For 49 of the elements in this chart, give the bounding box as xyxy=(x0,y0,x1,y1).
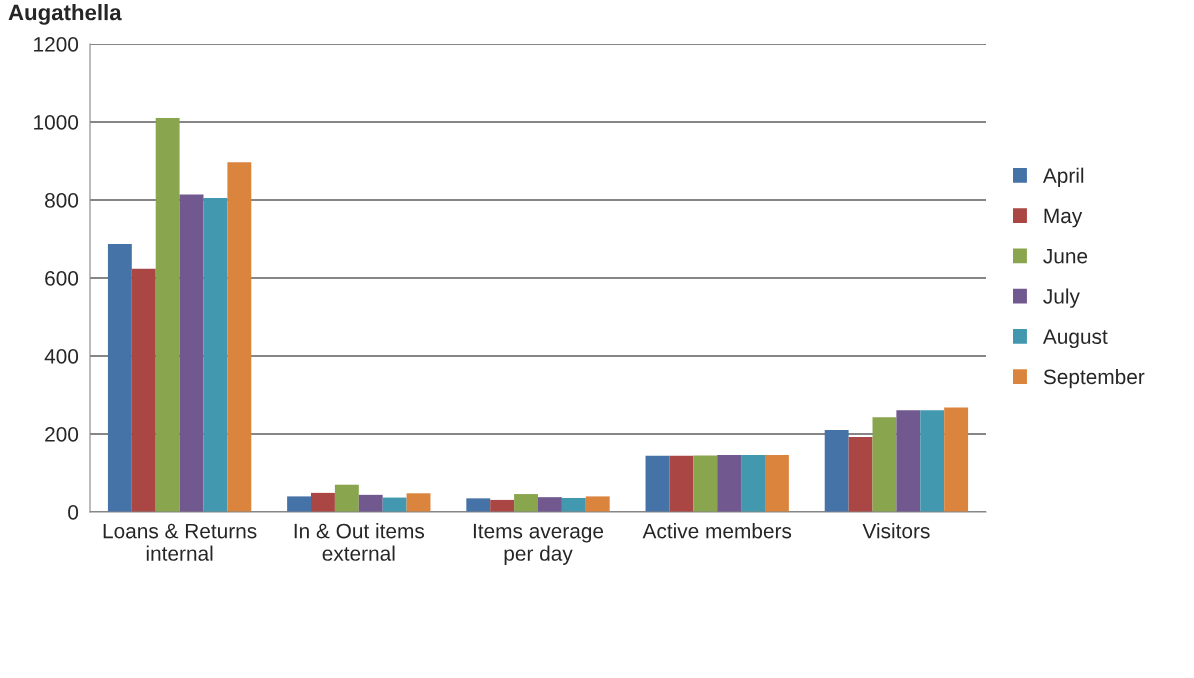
bar xyxy=(741,455,765,512)
x-tick-label: In & Out items external xyxy=(294,523,425,561)
y-tick-label: 1200 xyxy=(34,37,79,52)
bar xyxy=(131,268,156,512)
y-tick-label: 0 xyxy=(68,505,79,520)
bar xyxy=(490,499,515,512)
bar xyxy=(944,407,969,512)
y-tick-label: 1000 xyxy=(34,115,79,130)
bar xyxy=(287,496,312,512)
bar xyxy=(764,455,789,512)
bar xyxy=(693,455,718,512)
bar xyxy=(585,496,610,512)
x-tick-label: Visitors xyxy=(862,523,930,539)
bar xyxy=(227,162,252,512)
bar xyxy=(514,494,538,512)
legend-label: April xyxy=(1042,167,1084,188)
bar xyxy=(538,497,562,512)
y-tick-label: 200 xyxy=(45,427,79,442)
bar xyxy=(561,497,586,512)
bar xyxy=(155,118,180,512)
bar xyxy=(669,455,694,512)
bar xyxy=(406,493,431,512)
x-tick-label: Loans & Returns internal xyxy=(103,523,257,561)
y-tick-label: 600 xyxy=(45,271,79,286)
bar xyxy=(848,437,873,512)
bar xyxy=(920,410,945,512)
y-tick-label: 800 xyxy=(45,193,79,208)
bar xyxy=(872,417,897,512)
bar xyxy=(203,198,228,512)
x-tick-label: Items average per day xyxy=(473,523,604,565)
x-tick-label: Active members xyxy=(642,523,792,539)
bar xyxy=(896,410,921,512)
legend-label: May xyxy=(1044,208,1083,228)
bar xyxy=(466,498,491,512)
bar xyxy=(107,244,132,512)
legend-label: July xyxy=(1043,288,1080,308)
bar xyxy=(358,494,383,512)
bar xyxy=(645,455,670,512)
bar xyxy=(334,484,359,512)
legend-label: September xyxy=(1043,368,1145,389)
bar xyxy=(717,455,742,512)
legend-label: June xyxy=(1043,248,1088,264)
y-tick-label: 400 xyxy=(44,349,79,364)
legend-label: August xyxy=(1042,329,1108,349)
bar xyxy=(824,430,849,512)
bar xyxy=(382,497,407,512)
chart-title: Augathella xyxy=(8,4,122,25)
bar xyxy=(311,492,335,512)
bar xyxy=(179,194,204,512)
